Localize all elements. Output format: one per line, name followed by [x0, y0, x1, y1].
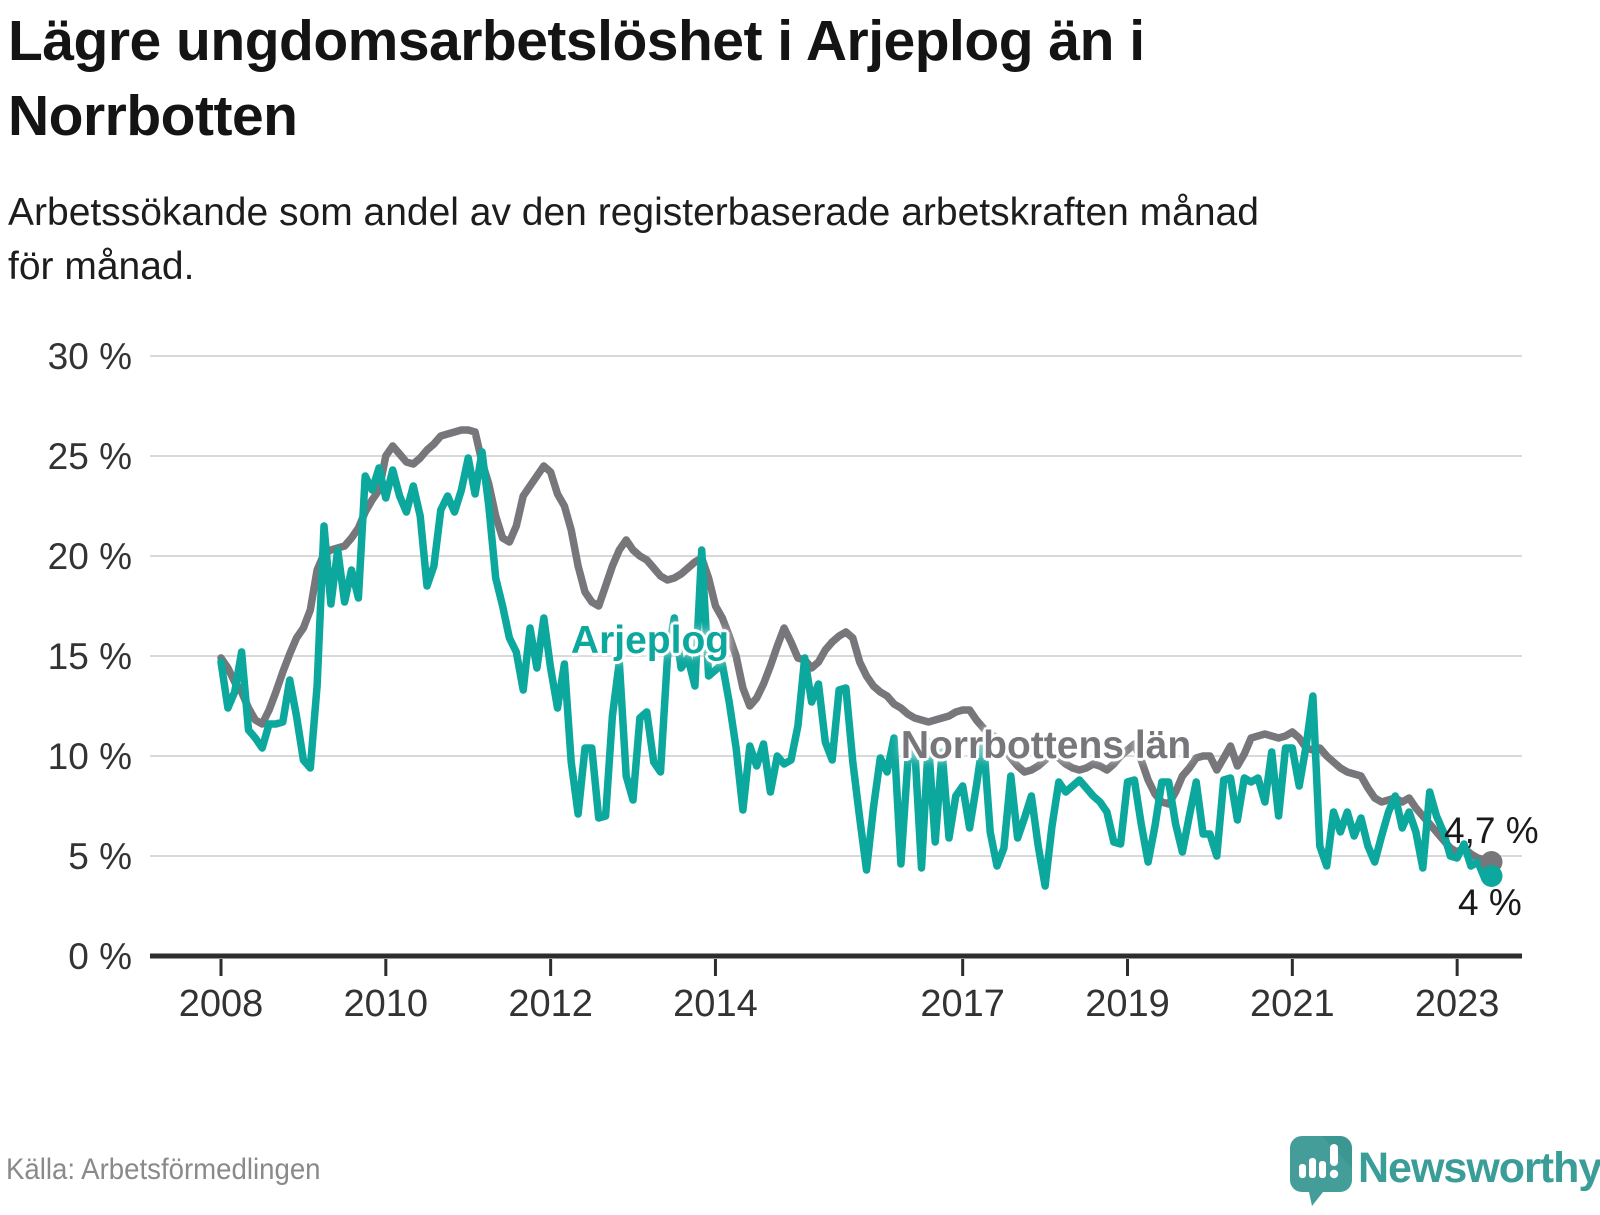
- page-subtitle-line2: för månad.: [8, 244, 195, 288]
- x-axis-tick-label-2008: 2008: [179, 983, 264, 1025]
- page-subtitle: Arbetssökande som andel av den registerb…: [8, 186, 1568, 294]
- series-end-dot-arjeplog: [1480, 865, 1503, 887]
- series-line-norrbotten: [217, 426, 1496, 866]
- end-value-label-arjeplog: 4 %: [1458, 882, 1522, 923]
- x-axis-tick-label-2023: 2023: [1415, 983, 1500, 1025]
- end-value-label-norrbotten: 4,7 %: [1444, 810, 1539, 851]
- page-title-line1: Lägre ungdomsarbetslöshet i Arjeplog än …: [8, 9, 1145, 73]
- page-title: Lägre ungdomsarbetslöshet i Arjeplog än …: [8, 4, 1568, 154]
- y-axis-tick-label-15: 15 %: [48, 636, 132, 677]
- series-line-arjeplog: [217, 448, 1496, 890]
- series-label-arjeplog: Arjeplog: [570, 619, 730, 662]
- series-label-norrbotten: Norrbottens län: [900, 724, 1192, 767]
- x-axis-tick-label-2012: 2012: [508, 983, 593, 1025]
- x-axis-tick-label-2014: 2014: [673, 983, 758, 1025]
- newsworthy-bubble-chart-icon: [1290, 1136, 1352, 1206]
- x-axis-tick-label-2019: 2019: [1085, 983, 1170, 1025]
- y-axis-tick-label-30: 30 %: [48, 336, 132, 377]
- page-title-line2: Norrbotten: [8, 84, 298, 149]
- page-subtitle-line1: Arbetssökande som andel av den registerb…: [8, 191, 1259, 234]
- x-axis-tick-label-2017: 2017: [920, 983, 1005, 1025]
- y-axis-tick-label-20: 20 %: [48, 536, 132, 577]
- y-axis-tick-label-10: 10 %: [48, 736, 132, 777]
- newsworthy-logo: Newsworthy: [1288, 1134, 1600, 1206]
- x-axis-tick-label-2010: 2010: [344, 983, 429, 1025]
- newsworthy-logo-text: Newsworthy: [1358, 1144, 1600, 1192]
- y-axis-tick-label-25: 25 %: [48, 436, 132, 477]
- source-note: Källa: Arbetsförmedlingen: [6, 1153, 321, 1186]
- y-axis-tick-label-0: 0 %: [68, 936, 132, 977]
- y-axis-tick-label-5: 5 %: [68, 836, 132, 877]
- x-axis-tick-label-2021: 2021: [1250, 983, 1335, 1025]
